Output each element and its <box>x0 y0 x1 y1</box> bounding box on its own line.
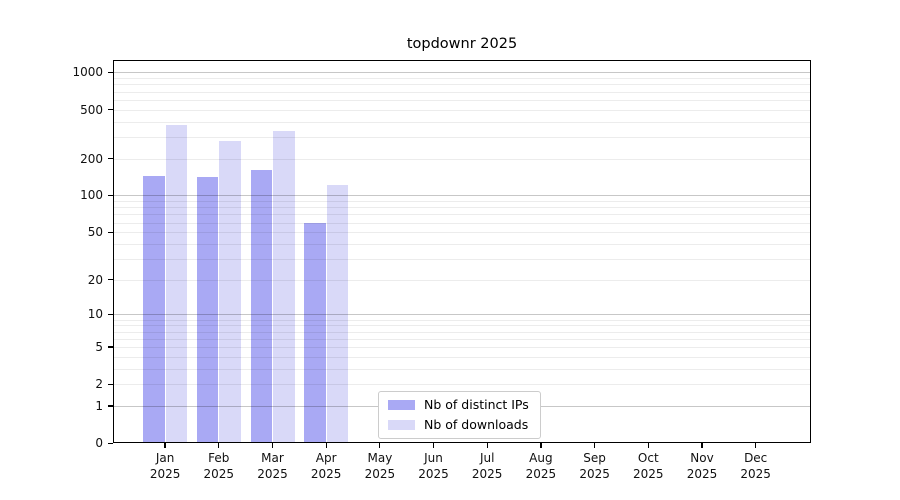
legend-entry-distinct-ips: Nb of distinct IPs <box>388 397 529 412</box>
plot-area: Nb of distinct IPs Nb of downloads 0 1 2 5 1… <box>72 60 811 481</box>
x-tick-mark <box>325 443 327 448</box>
y-tick-mark <box>108 442 113 444</box>
x-tick-mark <box>647 443 649 448</box>
minor-grid-line <box>113 214 811 216</box>
x-axis-tick-label: Nov 2025 <box>686 451 718 481</box>
x-tick-mark <box>755 443 757 448</box>
x-tick-mark <box>379 443 381 448</box>
y-tick-mark <box>108 279 113 281</box>
x-axis-tick-label: Apr 2025 <box>310 451 342 481</box>
minor-grid-line <box>113 121 811 123</box>
bar-distinct-ips <box>250 169 272 443</box>
bar-distinct-ips <box>196 177 219 443</box>
major-grid-line <box>113 72 811 74</box>
bar-downloads <box>273 130 295 443</box>
y-tick-mark <box>108 194 113 197</box>
y-tick-mark <box>108 346 113 348</box>
legend-swatch-distinct-ips <box>388 399 415 410</box>
minor-grid-line <box>113 136 811 138</box>
major-grid-line <box>113 195 811 197</box>
minor-grid-line <box>113 232 811 234</box>
x-axis-tick-label: Oct 2025 <box>633 451 664 481</box>
minor-grid-line <box>113 207 811 209</box>
bar-distinct-ips <box>143 176 165 443</box>
x-tick-mark <box>218 443 220 448</box>
y-tick-mark <box>108 313 113 316</box>
bar-downloads <box>165 124 188 443</box>
y-axis-tick-label: 200 <box>80 151 103 166</box>
y-tick-mark <box>108 158 113 160</box>
bar-downloads <box>326 185 349 443</box>
legend-swatch-downloads <box>388 419 415 430</box>
x-tick-mark <box>432 443 435 448</box>
minor-grid-line <box>113 279 811 281</box>
minor-grid-line <box>113 78 811 79</box>
legend-label-downloads: Nb of downloads <box>424 417 529 432</box>
minor-grid-line <box>113 222 811 224</box>
chart-title: topdownr 2025 <box>406 36 518 52</box>
y-axis-tick-label: 0 <box>95 436 103 450</box>
x-tick-mark <box>701 443 703 448</box>
x-axis-tick-label: Jan 2025 <box>149 451 181 481</box>
x-axis-tick-label: Aug 2025 <box>525 451 557 481</box>
minor-grid-line <box>113 338 811 340</box>
y-axis-tick-label: 2 <box>95 377 103 392</box>
bar-downloads <box>219 140 241 443</box>
bar-distinct-ips <box>304 222 326 443</box>
y-axis-tick-label: 50 <box>87 225 103 240</box>
minor-grid-line <box>113 258 811 260</box>
legend: Nb of distinct IPs Nb of downloads <box>378 391 541 439</box>
x-tick-mark <box>486 443 488 448</box>
y-axis-tick-label: 5 <box>95 339 103 354</box>
x-axis-tick-label: May 2025 <box>364 451 396 481</box>
y-tick-mark <box>108 405 113 407</box>
minor-grid-line <box>113 84 811 86</box>
y-axis-tick-label: 500 <box>80 102 103 117</box>
legend-entry-downloads: Nb of downloads <box>388 417 529 432</box>
minor-grid-line <box>113 243 811 245</box>
y-tick-mark <box>108 71 113 74</box>
y-axis-tick-label: 1 <box>95 398 103 413</box>
minor-grid-line <box>113 91 811 93</box>
x-tick-mark <box>164 443 166 448</box>
minor-grid-line <box>113 319 811 321</box>
minor-grid-line <box>113 158 811 160</box>
y-tick-mark <box>108 109 113 111</box>
y-axis-tick-label: 10 <box>87 307 103 322</box>
x-axis-tick-label: Jul 2025 <box>471 451 503 481</box>
x-axis-tick-label: Feb 2025 <box>203 451 235 481</box>
minor-grid-line <box>113 368 811 370</box>
x-axis-tick-label: Mar 2025 <box>257 451 288 481</box>
minor-grid-line <box>113 384 811 386</box>
y-tick-mark <box>108 383 113 385</box>
y-axis-tick-label: 100 <box>80 188 103 203</box>
legend-label-distinct-ips: Nb of distinct IPs <box>424 397 529 412</box>
minor-grid-line <box>113 99 811 101</box>
x-tick-mark <box>271 443 274 448</box>
x-tick-mark <box>594 443 596 448</box>
minor-grid-line <box>113 109 811 111</box>
y-tick-mark <box>108 231 113 233</box>
minor-grid-line <box>113 331 811 333</box>
minor-grid-line <box>113 346 811 348</box>
major-grid-line <box>113 314 811 316</box>
minor-grid-line <box>113 201 811 202</box>
minor-grid-line <box>113 325 811 327</box>
y-axis-tick-label: 1000 <box>72 65 103 80</box>
y-axis-tick-label: 20 <box>87 272 103 287</box>
x-axis-tick-label: Dec 2025 <box>740 451 771 481</box>
x-axis-tick-label: Jun 2025 <box>418 451 449 481</box>
minor-grid-line <box>113 356 811 358</box>
x-axis-tick-label: Sep 2025 <box>579 451 610 481</box>
x-tick-mark <box>540 443 542 448</box>
